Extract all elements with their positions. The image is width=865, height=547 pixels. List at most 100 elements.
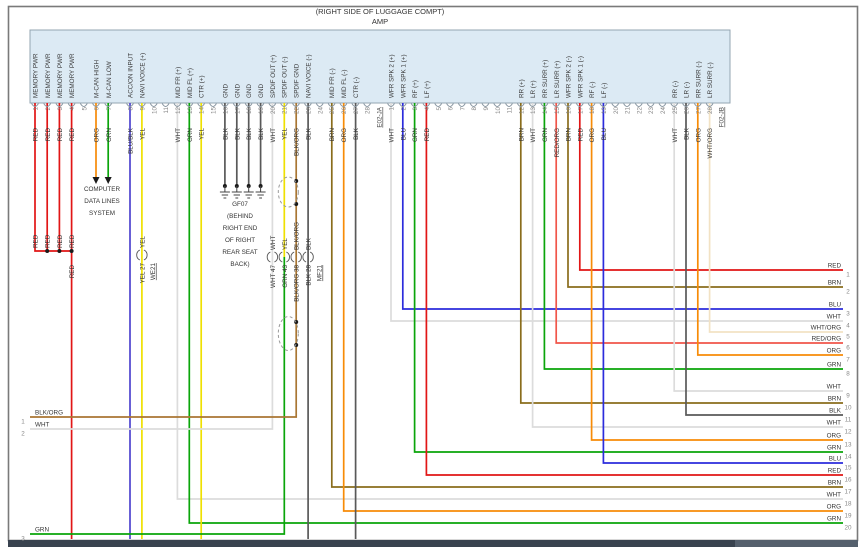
pin-socket-arc [232,103,241,107]
pin-number: 22 [294,107,301,115]
wire-color-label: ORG [695,128,702,142]
pin-socket-arc [304,103,312,107]
exit-wire-color-label: BLK [829,408,842,415]
pin-label: LR SURR (-) [707,62,714,98]
pin-socket-arc [351,103,360,107]
pin-number: 25 [329,107,336,115]
wire-red-org [555,103,843,344]
pin-socket-arc [221,103,229,107]
pin-socket-arc [161,103,170,107]
exit-wire-color-label: BRN [828,280,842,287]
exit-wire-color-label: GRN [827,445,841,452]
wire-color-label: BRN [518,128,525,142]
exit-circuit-number: 7 [846,357,850,364]
pin-socket-arc [575,103,584,107]
pin-number: 28 [707,107,714,115]
wire-color-label: RED [57,128,64,142]
pin-number: 3 [57,107,64,111]
exit-circuit-number: 1 [21,419,25,426]
wire-blk [685,103,843,416]
pin-label: RR SURR (+) [542,60,549,98]
annotation-label: RED [33,234,40,248]
pin-label: WFR SPK 1 (+) [400,54,407,98]
continuation-bar [8,540,735,547]
wire-color-label: WHT/ORG [707,128,714,159]
annotation-label: (BEHIND [227,213,253,220]
diagram-title: (RIGHT SIDE OF LUGGAGE COMPT) AMP [30,7,730,27]
wire-color-label: RED [45,128,52,142]
wire-grn [413,103,843,453]
wire-org [696,103,843,356]
pin-number: 14 [542,107,549,115]
wire-color-label: GRN [106,128,113,142]
pin-label: GND [234,84,241,98]
annotation-label: WHT [270,236,277,250]
annotation-label: BACK) [230,261,249,268]
exit-circuit-number: 11 [845,417,852,424]
exit-wire-color-label: WHT [827,420,841,427]
connector-header-box [29,29,731,104]
wire-color-label: BLU/BLK [128,127,135,154]
shield-loop [277,176,299,208]
ground-symbol-icon [231,186,242,199]
pin-socket-arc [623,103,631,107]
pin-socket-arc [552,103,561,107]
pin-socket-arc [516,103,525,107]
exit-circuit-number: 10 [844,405,852,412]
pin-number: 23 [648,107,655,115]
pin-number: 10 [151,107,158,115]
wire-color-label: BRN [329,128,336,142]
pin-socket-arc [126,103,134,107]
pin-socket-arc [398,103,407,107]
pin-number: 28 [365,107,372,115]
wire-color-label: BLK [353,127,360,140]
pin-label: M-CAN HIGH [94,59,101,98]
pin-label: LR (+) [530,80,537,98]
wire-color-label: RED/ORG [554,128,561,157]
exit-wire-color-label: WHT [827,384,841,391]
wire-color-label: WHT [672,128,679,142]
pin-socket-arc [185,103,194,107]
wire-color-label: RED [69,128,76,142]
wire-color-label: BLK [684,127,691,140]
pin-socket-arc [55,103,64,107]
pin-number: 10 [495,107,502,115]
exit-circuit-number: 16 [844,477,852,484]
pin-number: 3 [412,107,419,111]
wire-brn [330,103,843,488]
annotation-label: GF07 [232,201,248,208]
pin-label: MID FR (+) [175,67,182,98]
wire-red [34,103,72,252]
pin-label: WFR SPK 2 (-) [566,56,573,98]
wire-wht-org [708,103,843,333]
exit-wire-color-label: RED [828,468,842,475]
pin-socket-arc [469,103,478,107]
wire-blu [401,103,843,310]
annotation-label: GRN 43 [282,265,289,288]
pin-label: GND [223,84,230,98]
annotation-label: YEL [282,238,289,250]
pin-socket-arc [505,103,513,107]
pin-number: 26 [684,107,691,115]
exit-wire-color-label: BRN [828,396,842,403]
wire-color-label: WHT [530,128,537,142]
annotation-label: RIGHT END [223,225,258,232]
exit-circuit-number: 17 [844,489,852,496]
exit-circuit-number: 13 [844,442,852,449]
pin-label: NAVI VOICE (+) [140,53,147,98]
wire-grn [188,103,843,524]
wire-color-label: BLK/ORG [294,128,301,156]
wire-blk-org [30,103,298,418]
pin-socket-arc [43,103,52,107]
exit-wire-color-label: BRN [828,480,842,487]
pin-number: 5 [436,107,443,111]
pin-label: CTR (-) [353,77,360,98]
pin-label: SPDIF GND [294,63,301,98]
pin-socket-arc [646,103,655,107]
pin-socket-arc [315,103,324,107]
pin-number: 15 [211,107,218,115]
pin-label: ACC/ON INPUT [128,53,135,98]
pin-number: 17 [234,107,241,115]
wire-wht [176,103,843,500]
exit-wire-color-label: GRN [827,362,841,369]
